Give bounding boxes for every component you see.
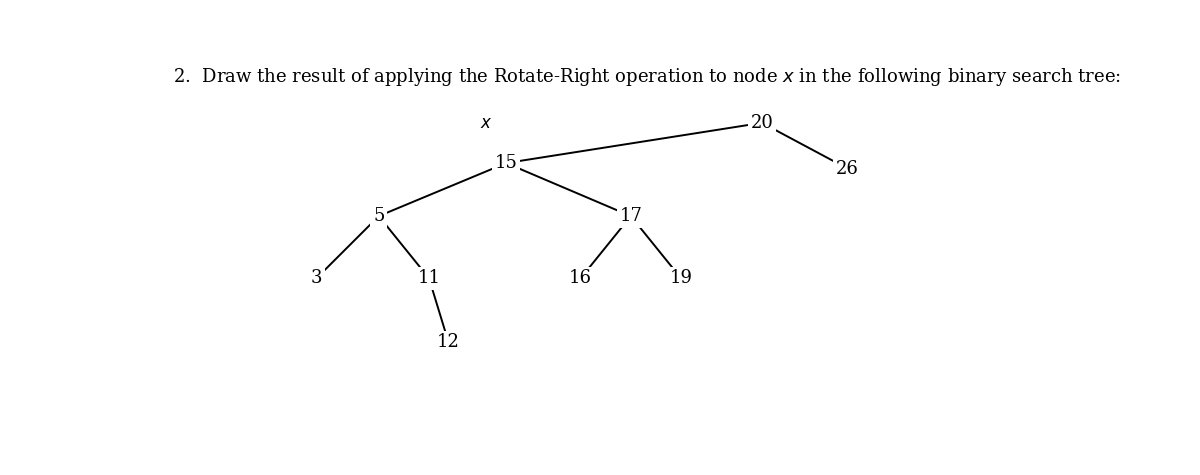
Text: 15: 15 — [494, 154, 517, 172]
Text: 2.  Draw the result of applying the Rotate-Right operation to node $x$ in the fo: 2. Draw the result of applying the Rotat… — [173, 66, 1121, 88]
Text: 19: 19 — [670, 269, 692, 287]
Text: 5: 5 — [373, 207, 384, 225]
Text: 20: 20 — [750, 114, 773, 132]
Text: 12: 12 — [437, 333, 460, 352]
Text: 11: 11 — [418, 269, 440, 287]
Text: 26: 26 — [836, 160, 859, 178]
Text: 16: 16 — [569, 269, 592, 287]
Text: 17: 17 — [619, 207, 642, 225]
Text: $x$: $x$ — [480, 115, 492, 132]
Text: 3: 3 — [311, 269, 323, 287]
